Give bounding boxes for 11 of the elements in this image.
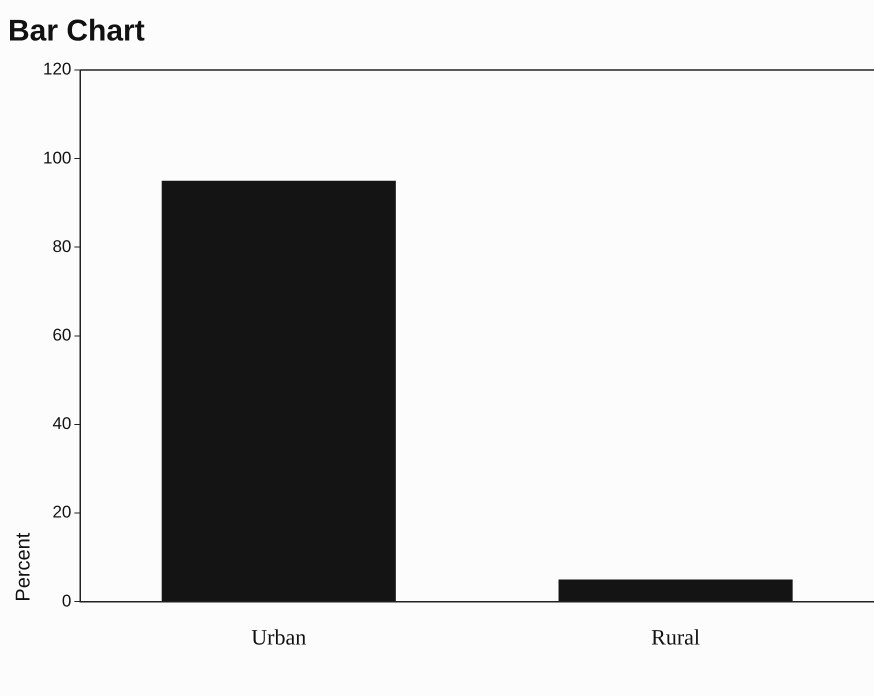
y-tick-label: 100 xyxy=(42,148,72,168)
y-tick-label: 120 xyxy=(42,60,72,79)
y-tick-label: 0 xyxy=(62,591,72,610)
chart-title: Bar Chart xyxy=(8,14,145,48)
y-axis-title: Percent xyxy=(12,532,35,602)
x-tick-label: Urban xyxy=(251,624,306,650)
y-tick-label: 40 xyxy=(52,414,72,434)
y-tick-label: 20 xyxy=(52,502,72,522)
y-tick-label: 60 xyxy=(52,325,72,344)
y-tick-label: 80 xyxy=(52,236,72,256)
x-tick-label: Rural xyxy=(651,624,700,650)
